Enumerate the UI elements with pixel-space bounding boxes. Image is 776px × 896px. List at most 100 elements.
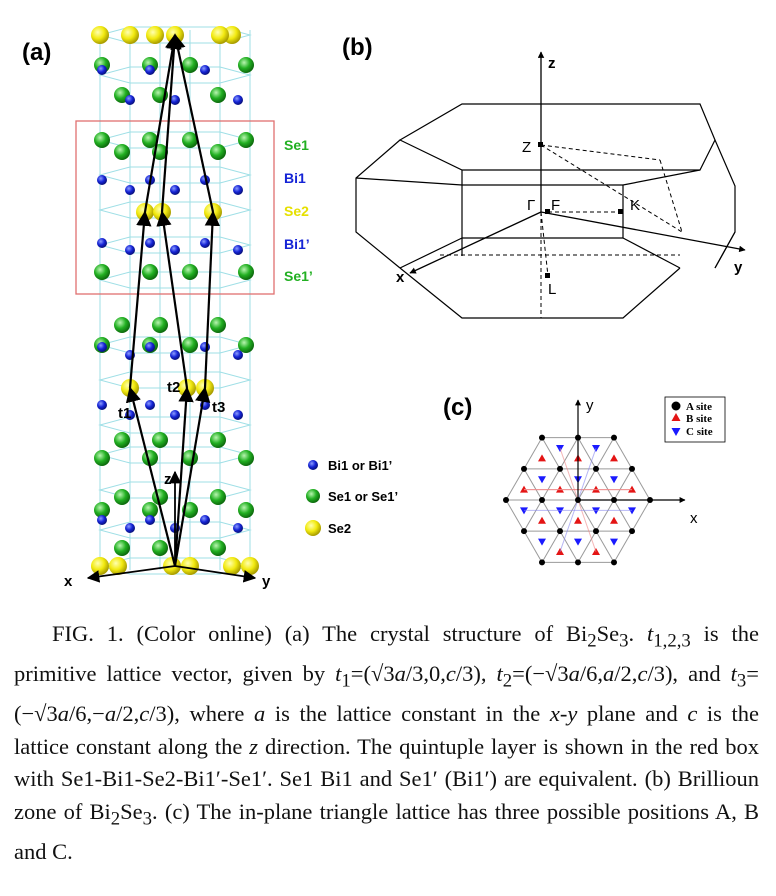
atom-bi [200, 342, 210, 352]
lattice-edge [595, 530, 615, 563]
legend-se2: Se2 [328, 521, 351, 536]
atom-se2 [146, 26, 164, 44]
axis-c-x: x [690, 510, 698, 527]
a-site [629, 465, 635, 472]
quintuple-layer-box [75, 120, 275, 295]
brillouin-dashed [440, 144, 683, 318]
c-site [538, 476, 546, 484]
lattice-vector-segment [203, 210, 221, 389]
legend-a-site: A site [686, 401, 712, 413]
a-site [503, 497, 509, 503]
atom-se2 [181, 557, 199, 575]
b-site [610, 454, 618, 462]
point-k: K [630, 197, 640, 214]
a-site [521, 528, 527, 535]
brillouin-points [538, 142, 623, 278]
lattice-edge [631, 499, 651, 532]
layer-label-se1: Se1 [284, 137, 309, 153]
atom-se1 [152, 317, 168, 333]
atom-se1 [210, 540, 226, 556]
atom-bi [97, 238, 107, 248]
panel-c-legend: A site B site C site [664, 396, 726, 443]
axis-b-x: x [396, 269, 405, 286]
layer-label-bi1: Bi1 [284, 170, 306, 186]
lattice-edge [613, 530, 633, 563]
legend-c-site: C site [686, 426, 713, 438]
b-site [538, 516, 546, 524]
atom-se1 [210, 432, 226, 448]
atom-se1 [182, 337, 198, 353]
atom-bi [170, 185, 180, 195]
atom-se1 [182, 450, 198, 466]
lattice-edge [595, 468, 615, 501]
a-site [575, 559, 581, 566]
a-site [611, 434, 617, 441]
atom-bi [233, 95, 243, 105]
lattice-edge [613, 499, 633, 532]
atom-bi [233, 185, 243, 195]
atom-bi [97, 400, 107, 410]
atom-se2 [109, 557, 127, 575]
atom-bi [125, 185, 135, 195]
atom-se1 [94, 132, 110, 148]
atom-bi [233, 410, 243, 420]
atom-se1 [238, 57, 254, 73]
axis-b-y: y [734, 259, 743, 276]
atom-bi [170, 410, 180, 420]
lattice-vector-segment [170, 33, 215, 213]
atom-bi [200, 238, 210, 248]
lattice-vector-segment [125, 386, 177, 567]
atom-se1 [238, 264, 254, 280]
figure: (a) Se1 Bi1 Se2 Bi1’ Se1’ t1 t2 t3 x y z… [22, 26, 746, 590]
a-site [521, 465, 527, 472]
panel-b-label: (b) [342, 34, 373, 61]
panel-a-legend: Bi1 or Bi1’ Se1 or Se1’ Se2 [305, 458, 398, 536]
a-site [593, 528, 599, 535]
a-site [539, 497, 545, 503]
c-site [574, 538, 582, 546]
atom-se1 [94, 502, 110, 518]
panel-a-axes: x y z [64, 470, 271, 590]
atom-se1 [182, 57, 198, 73]
a-site [629, 528, 635, 535]
atom-se1 [182, 132, 198, 148]
a-site [539, 559, 545, 566]
lattice-edge [541, 530, 561, 563]
legend-b-site: B site [686, 413, 712, 425]
atom-se1 [114, 317, 130, 333]
atom-bi [125, 523, 135, 533]
point-f: F [551, 197, 560, 214]
atom-bi [233, 350, 243, 360]
atom-se1 [238, 337, 254, 353]
vector-label-t3: t3 [212, 399, 225, 416]
atom-se1 [210, 489, 226, 505]
layer-label-bi1-prime: Bi1’ [284, 236, 310, 252]
atom-bi [170, 95, 180, 105]
atom-se2 [241, 557, 259, 575]
lattice-edge [595, 437, 615, 470]
axis-c-y: y [586, 397, 594, 414]
atom-se1 [114, 432, 130, 448]
axis-b-z: z [548, 55, 556, 72]
b-site [574, 516, 582, 524]
atom-se1 [210, 87, 226, 103]
atom-bi [145, 65, 155, 75]
lattice-edge [523, 437, 543, 470]
point-gamma: Γ [527, 197, 535, 214]
lattice-edge [523, 499, 543, 532]
vector-label-t2: t2 [167, 379, 180, 396]
a-site [557, 528, 563, 535]
vector-label-t1: t1 [118, 405, 131, 422]
lattice-edge [559, 437, 579, 470]
atom-bi [233, 523, 243, 533]
figure-caption: FIG. 1. (Color online) (a) The crystal s… [14, 621, 760, 864]
lattice-edge [613, 468, 633, 501]
atom-bi [97, 65, 107, 75]
b-site [538, 454, 546, 462]
brillouin-zone [355, 103, 736, 319]
a-site [593, 465, 599, 472]
atom-bi [97, 342, 107, 352]
lattice-vector-segment [143, 33, 181, 213]
atom-se1 [238, 450, 254, 466]
lattice-edge [577, 499, 597, 532]
